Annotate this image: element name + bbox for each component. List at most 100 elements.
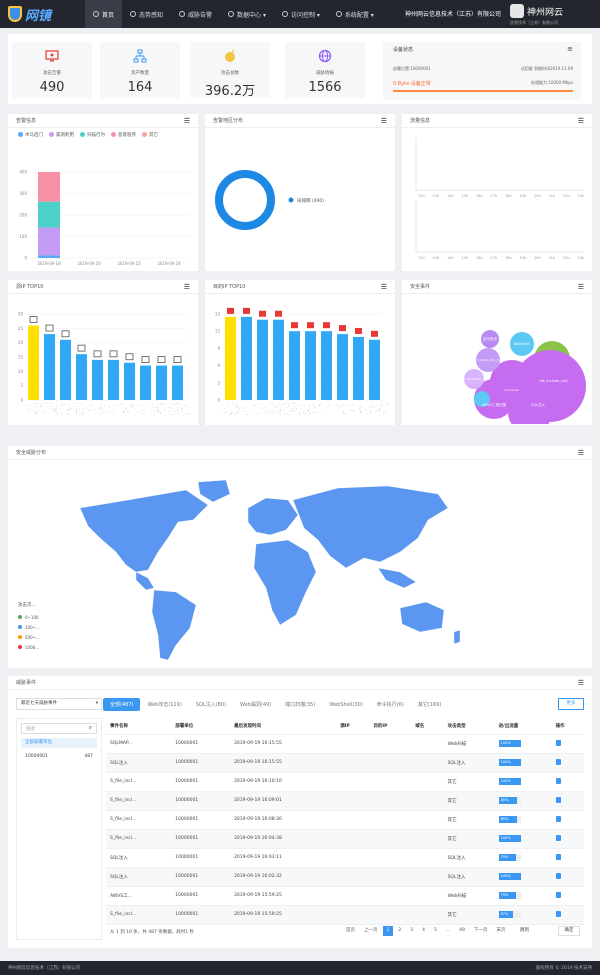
panel-menu-icon[interactable]: ☰	[578, 679, 584, 687]
obscured-label-dot	[175, 411, 176, 412]
obscured-label-dot	[42, 412, 43, 413]
tab-port-scan[interactable]: 端口扫描(35)	[278, 698, 322, 711]
table-row[interactable]: SQL注入 10000001 2019-09-19 16:02:32 SQL注入 100…	[106, 867, 584, 886]
column-header[interactable]: 进/出流量	[495, 718, 552, 734]
stat-card-intel[interactable]: 威胁情报 1566	[285, 42, 365, 98]
app-logo[interactable]: 网镜	[8, 5, 51, 23]
table-row[interactable]: AWVS工... 10000001 2019-09-19 15:59:25 Web扫描…	[106, 886, 584, 905]
tab-all[interactable]: 全部(487)	[103, 698, 140, 711]
cell-dst-ip	[369, 905, 411, 924]
document-icon[interactable]	[556, 797, 561, 803]
table-row[interactable]: SQL注入 10000001 2019-09-19 16:03:11 SQL注入 79%	[106, 848, 584, 867]
confirm-button[interactable]: 确定	[558, 926, 580, 936]
bar	[369, 340, 380, 400]
pager-item[interactable]: 下一页	[470, 926, 492, 936]
stat-card-alerts[interactable]: 攻击告警 490	[12, 42, 92, 98]
document-icon[interactable]	[556, 835, 561, 841]
panel-menu-icon[interactable]: ☰	[381, 283, 387, 291]
document-icon[interactable]	[556, 892, 561, 898]
tab-web-attack[interactable]: Web攻击(119)	[140, 698, 188, 711]
user-icon	[282, 11, 288, 17]
legend-item[interactable]: 木马后门	[18, 132, 43, 138]
column-header[interactable]: 目的IP	[369, 718, 411, 734]
document-icon[interactable]	[556, 759, 561, 765]
tab-web-vuln[interactable]: Web漏洞(49)	[233, 698, 278, 711]
stat-card-attacks[interactable]: 攻击总数 396.2万	[190, 42, 270, 98]
pager-item[interactable]: 3	[406, 926, 417, 936]
panel-menu-icon[interactable]: ☰	[578, 283, 584, 291]
menu-item-system-config[interactable]: 系统配置 ▾	[328, 0, 382, 28]
legend-item[interactable]: 扫描行为	[80, 132, 105, 138]
table-row[interactable]: S_file_incl... 10000001 2019-09-19 16:09:0…	[106, 791, 584, 810]
tab-other[interactable]: 其它(169)	[411, 698, 448, 711]
pager-item[interactable]: ...	[442, 926, 454, 936]
column-header[interactable]: 域名	[411, 718, 443, 734]
tree-root-item[interactable]: 全部部署单位	[21, 738, 97, 748]
table-row[interactable]: S_file_incl... 10000001 2019-09-19 16:04:3…	[106, 829, 584, 848]
table-row[interactable]: S_file_incl... 10000001 2019-09-19 15:59:2…	[106, 905, 584, 924]
obscured-label-dot	[50, 406, 51, 407]
obscured-label-dot	[94, 409, 95, 410]
panel-title: 目的IP TOP10	[213, 283, 245, 290]
pager-item[interactable]: 49	[455, 926, 469, 936]
document-icon[interactable]	[556, 778, 561, 784]
panel-menu-icon[interactable]: ☰	[184, 117, 190, 125]
panel-menu-icon[interactable]: ☰	[578, 117, 584, 125]
more-button[interactable]: 更多	[558, 698, 584, 710]
cell-event-name: SQL注入	[106, 867, 171, 886]
tab-webshell[interactable]: WebShell(30)	[322, 698, 369, 711]
computer-icon	[30, 316, 37, 322]
menu-item-situation[interactable]: 态势感知	[122, 0, 171, 28]
legend-item[interactable]: 漏洞利用	[49, 132, 74, 138]
menu-item-data-center[interactable]: 数据中心 ▾	[220, 0, 274, 28]
cell-unit: 10000001	[171, 905, 230, 924]
legend-item[interactable]: 其它	[142, 132, 158, 138]
column-header[interactable]: 攻击类型	[444, 718, 495, 734]
document-icon[interactable]	[556, 816, 561, 822]
pager-item[interactable]: 4	[418, 926, 429, 936]
obscured-label-dot	[354, 411, 355, 412]
cell-event-name: S_file_incl...	[106, 810, 171, 829]
flow-bar-fill: 100%	[499, 740, 521, 747]
table-row[interactable]: SQLMAP... 10000001 2019-09-19 16:15:55 Web扫…	[106, 734, 584, 753]
column-header[interactable]: 操作	[552, 718, 584, 734]
obscured-label-dot	[225, 414, 226, 415]
tree-item[interactable]: 10000001 487	[21, 752, 97, 762]
obscured-label-dot	[341, 413, 342, 414]
tab-sql[interactable]: SQL注入(80)	[189, 698, 233, 711]
table-row[interactable]: S_file_incl... 10000001 2019-09-19 16:10:1…	[106, 772, 584, 791]
menu-item-access-control[interactable]: 访问控制 ▾	[274, 0, 328, 28]
tab-cmd-exec[interactable]: 命令执行(6)	[370, 698, 411, 711]
column-header[interactable]: 事件名称	[106, 718, 171, 734]
pager-item[interactable]: 2	[394, 926, 405, 936]
menu-item-alerts[interactable]: 威胁告警	[171, 0, 220, 28]
bar-segment	[38, 255, 60, 258]
tree-search-input[interactable]: 搜索 ⌕	[21, 723, 97, 734]
pager-item[interactable]: 末页	[492, 926, 509, 936]
table-row[interactable]: S_file_incl... 10000001 2019-09-19 16:08:3…	[106, 810, 584, 829]
panel-menu-icon[interactable]: ☰	[184, 283, 190, 291]
menu-item-home[interactable]: 首页	[85, 0, 122, 28]
pager-item[interactable]: 上一页	[360, 926, 382, 936]
column-header[interactable]: 部署单位	[171, 718, 230, 734]
obscured-label-dot	[344, 412, 345, 413]
obscured-label-dot	[130, 405, 131, 406]
pager-item[interactable]: 1	[383, 926, 394, 936]
document-icon[interactable]	[556, 911, 561, 917]
map-south-america	[152, 590, 196, 660]
table-row[interactable]: SQL注入 10000001 2019-09-19 16:15:55 SQL注入 100…	[106, 753, 584, 772]
panel-menu-icon[interactable]: ☰	[381, 117, 387, 125]
document-icon[interactable]	[556, 873, 561, 879]
pager-item[interactable]: 首页	[342, 926, 359, 936]
panel-menu-icon[interactable]: ☰	[578, 449, 584, 457]
column-header[interactable]: 源IP	[336, 718, 369, 734]
legend-item[interactable]: 恶意程序	[111, 132, 136, 138]
column-header[interactable]: 最后发现时间	[230, 718, 336, 734]
document-icon[interactable]	[556, 854, 561, 860]
menu-icon[interactable]: ≡	[567, 45, 573, 53]
document-icon[interactable]	[556, 740, 561, 746]
stat-card-assets[interactable]: 资产数量 164	[100, 42, 180, 98]
pager-item[interactable]: 5	[430, 926, 441, 936]
obscured-label-dot	[161, 413, 162, 414]
time-range-select[interactable]: 最近七天威胁事件 ▾	[16, 698, 102, 710]
